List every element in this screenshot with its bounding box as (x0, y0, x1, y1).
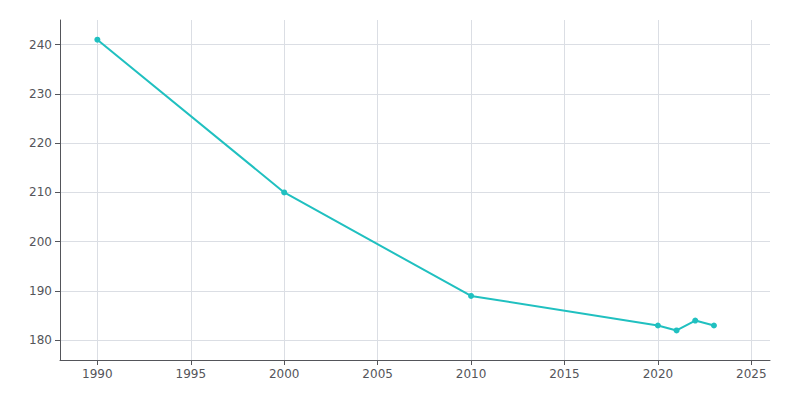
svg-text:200: 200 (29, 235, 52, 249)
svg-text:220: 220 (29, 136, 52, 150)
svg-text:210: 210 (29, 185, 52, 199)
svg-text:2020: 2020 (643, 367, 674, 381)
svg-text:2010: 2010 (456, 367, 487, 381)
svg-text:1990: 1990 (82, 367, 113, 381)
svg-text:230: 230 (29, 87, 52, 101)
svg-text:2015: 2015 (549, 367, 580, 381)
svg-text:190: 190 (29, 284, 52, 298)
svg-text:2025: 2025 (736, 367, 767, 381)
svg-text:2005: 2005 (362, 367, 393, 381)
svg-text:2000: 2000 (269, 367, 300, 381)
svg-text:180: 180 (29, 333, 52, 347)
svg-text:1995: 1995 (176, 367, 207, 381)
svg-text:240: 240 (29, 38, 52, 52)
